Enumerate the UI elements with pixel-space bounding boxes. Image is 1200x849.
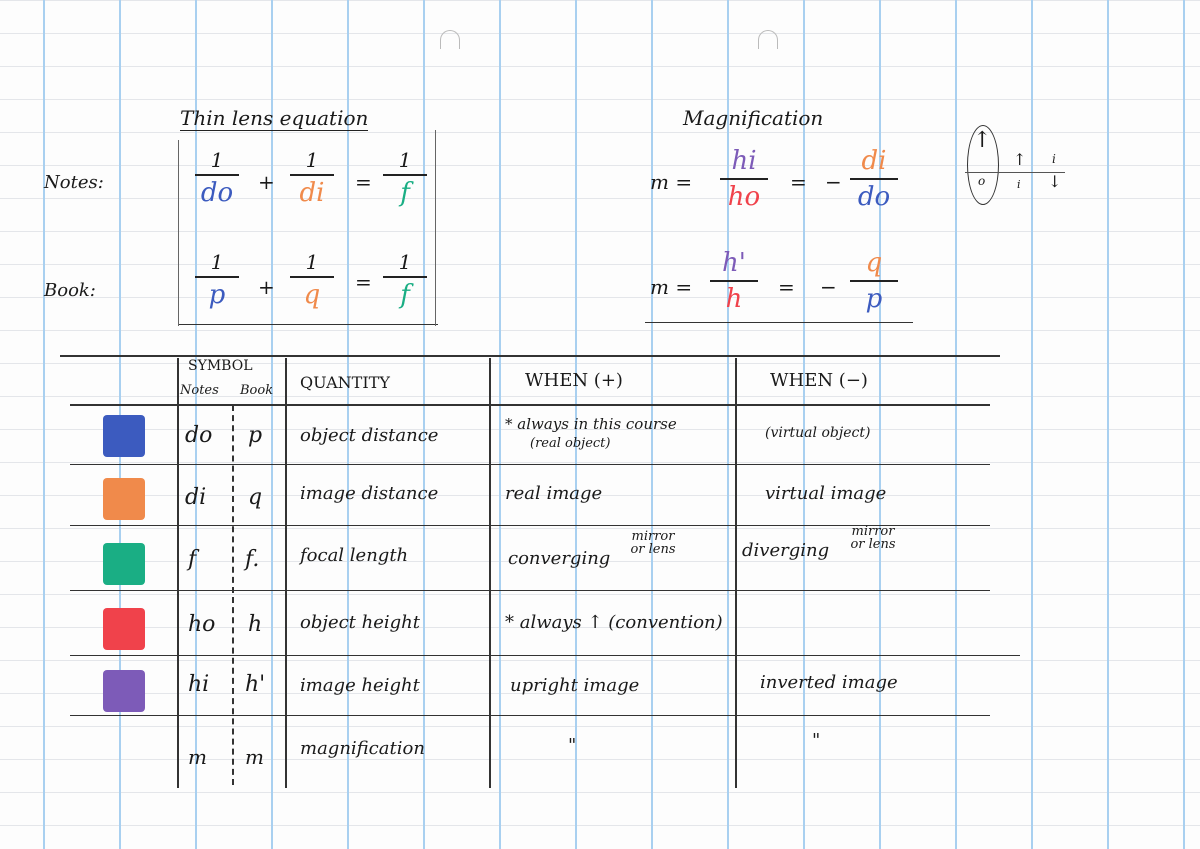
column-divider (285, 358, 287, 788)
equals-sign: = (355, 170, 372, 194)
header-notes: Notes (180, 383, 219, 398)
magnification-title: Magnification (683, 106, 824, 130)
thin-lens-title: Thin lens equation (180, 106, 369, 131)
punch-hole (440, 30, 460, 49)
cell-book-symbol: m (245, 745, 264, 769)
minus-sign: − (825, 170, 842, 194)
divider (178, 324, 438, 325)
m-equals: m = (650, 275, 693, 299)
cell-quantity: object distance (300, 425, 439, 446)
color-swatch-red (103, 608, 145, 650)
up-arrow-icon: ↑ (973, 128, 992, 153)
column-divider (177, 358, 179, 788)
header-when-negative: WHEN (−) (770, 370, 868, 391)
cell-when-negative-ditto: " (812, 730, 821, 751)
cell-quantity: image height (300, 675, 420, 696)
color-swatch-orange (103, 478, 145, 520)
cell-quantity: image distance (300, 483, 439, 504)
cell-when-negative: (virtual object) (765, 425, 871, 441)
cell-notes-symbol: do (185, 423, 213, 448)
up-arrow-icon: ↑ (1013, 150, 1027, 169)
row-divider (70, 655, 1020, 656)
divider (645, 322, 913, 323)
fraction-1-do: 1 do (195, 150, 239, 206)
cell-book-symbol: f. (245, 547, 260, 572)
color-swatch-purple (103, 670, 145, 712)
column-divider (735, 358, 737, 788)
cell-quantity: magnification (300, 738, 425, 759)
header-when-positive: WHEN (+) (525, 370, 623, 391)
header-book: Book (240, 383, 274, 398)
plus-sign: + (258, 275, 275, 299)
divider (178, 140, 179, 326)
cell-notes-symbol: hi (188, 672, 210, 697)
punch-hole (758, 30, 778, 49)
cell-when-negative: diverging (742, 540, 830, 561)
fraction-1-di: 1 di (290, 150, 334, 206)
sketch-label-i: i (1017, 178, 1021, 191)
cell-when-positive: real image (505, 483, 603, 504)
cell-when-negative: virtual image (765, 483, 887, 504)
cell-book-symbol: h' (245, 672, 266, 697)
cell-when-positive-note: (real object) (530, 436, 611, 451)
notes-label: Notes: (44, 172, 104, 193)
cell-book-symbol: h (248, 612, 263, 637)
book-label: Book: (44, 280, 96, 301)
header-symbol: SYMBOL (188, 358, 253, 374)
equals-sign: = (355, 270, 372, 294)
cell-quantity: focal length (300, 545, 409, 566)
plus-sign: + (258, 170, 275, 194)
symbol-split-divider (232, 405, 234, 785)
table-top-border (60, 355, 1000, 357)
cell-when-positive-note: mirror or lens (630, 529, 676, 557)
equals-sign: = (778, 275, 795, 299)
down-arrow-icon: ↓ (1048, 172, 1062, 191)
cell-when-negative-note: mirror or lens (850, 524, 896, 552)
cell-when-positive: * always ↑ (convention) (505, 612, 723, 633)
cell-notes-symbol: di (185, 485, 207, 510)
cell-notes-symbol: ho (188, 612, 216, 637)
sketch-label-o: o (978, 174, 986, 188)
fraction-hi-ho: hi ho (720, 148, 768, 210)
header-quantity: QUANTITY (300, 373, 390, 392)
cell-when-positive: upright image (510, 675, 640, 696)
sketch-label-i: i (1052, 152, 1056, 166)
cell-when-positive: converging (508, 548, 611, 569)
fraction-h-prime-h: h' h (710, 250, 758, 312)
cell-notes-symbol: m (188, 745, 207, 769)
fraction-di-do: di do (850, 148, 898, 210)
row-divider (70, 715, 990, 716)
equals-sign: = (790, 170, 807, 194)
column-divider (489, 358, 491, 788)
row-divider (70, 525, 990, 526)
color-swatch-green (103, 543, 145, 585)
m-equals: m = (650, 170, 693, 194)
color-swatch-blue (103, 415, 145, 457)
row-divider (70, 590, 990, 591)
cell-book-symbol: q (248, 485, 263, 510)
axis-sketch (965, 172, 1065, 173)
cell-when-negative: inverted image (760, 672, 898, 693)
divider (435, 130, 436, 326)
row-divider (70, 404, 990, 406)
cell-when-positive-ditto: " (568, 735, 577, 756)
row-divider (70, 464, 990, 465)
object-circle-sketch (967, 125, 999, 205)
minus-sign: − (820, 275, 837, 299)
cell-quantity: object height (300, 612, 420, 633)
cell-when-positive: * always in this course (505, 415, 677, 433)
cell-notes-symbol: f (188, 547, 197, 572)
cell-book-symbol: p (248, 423, 263, 448)
